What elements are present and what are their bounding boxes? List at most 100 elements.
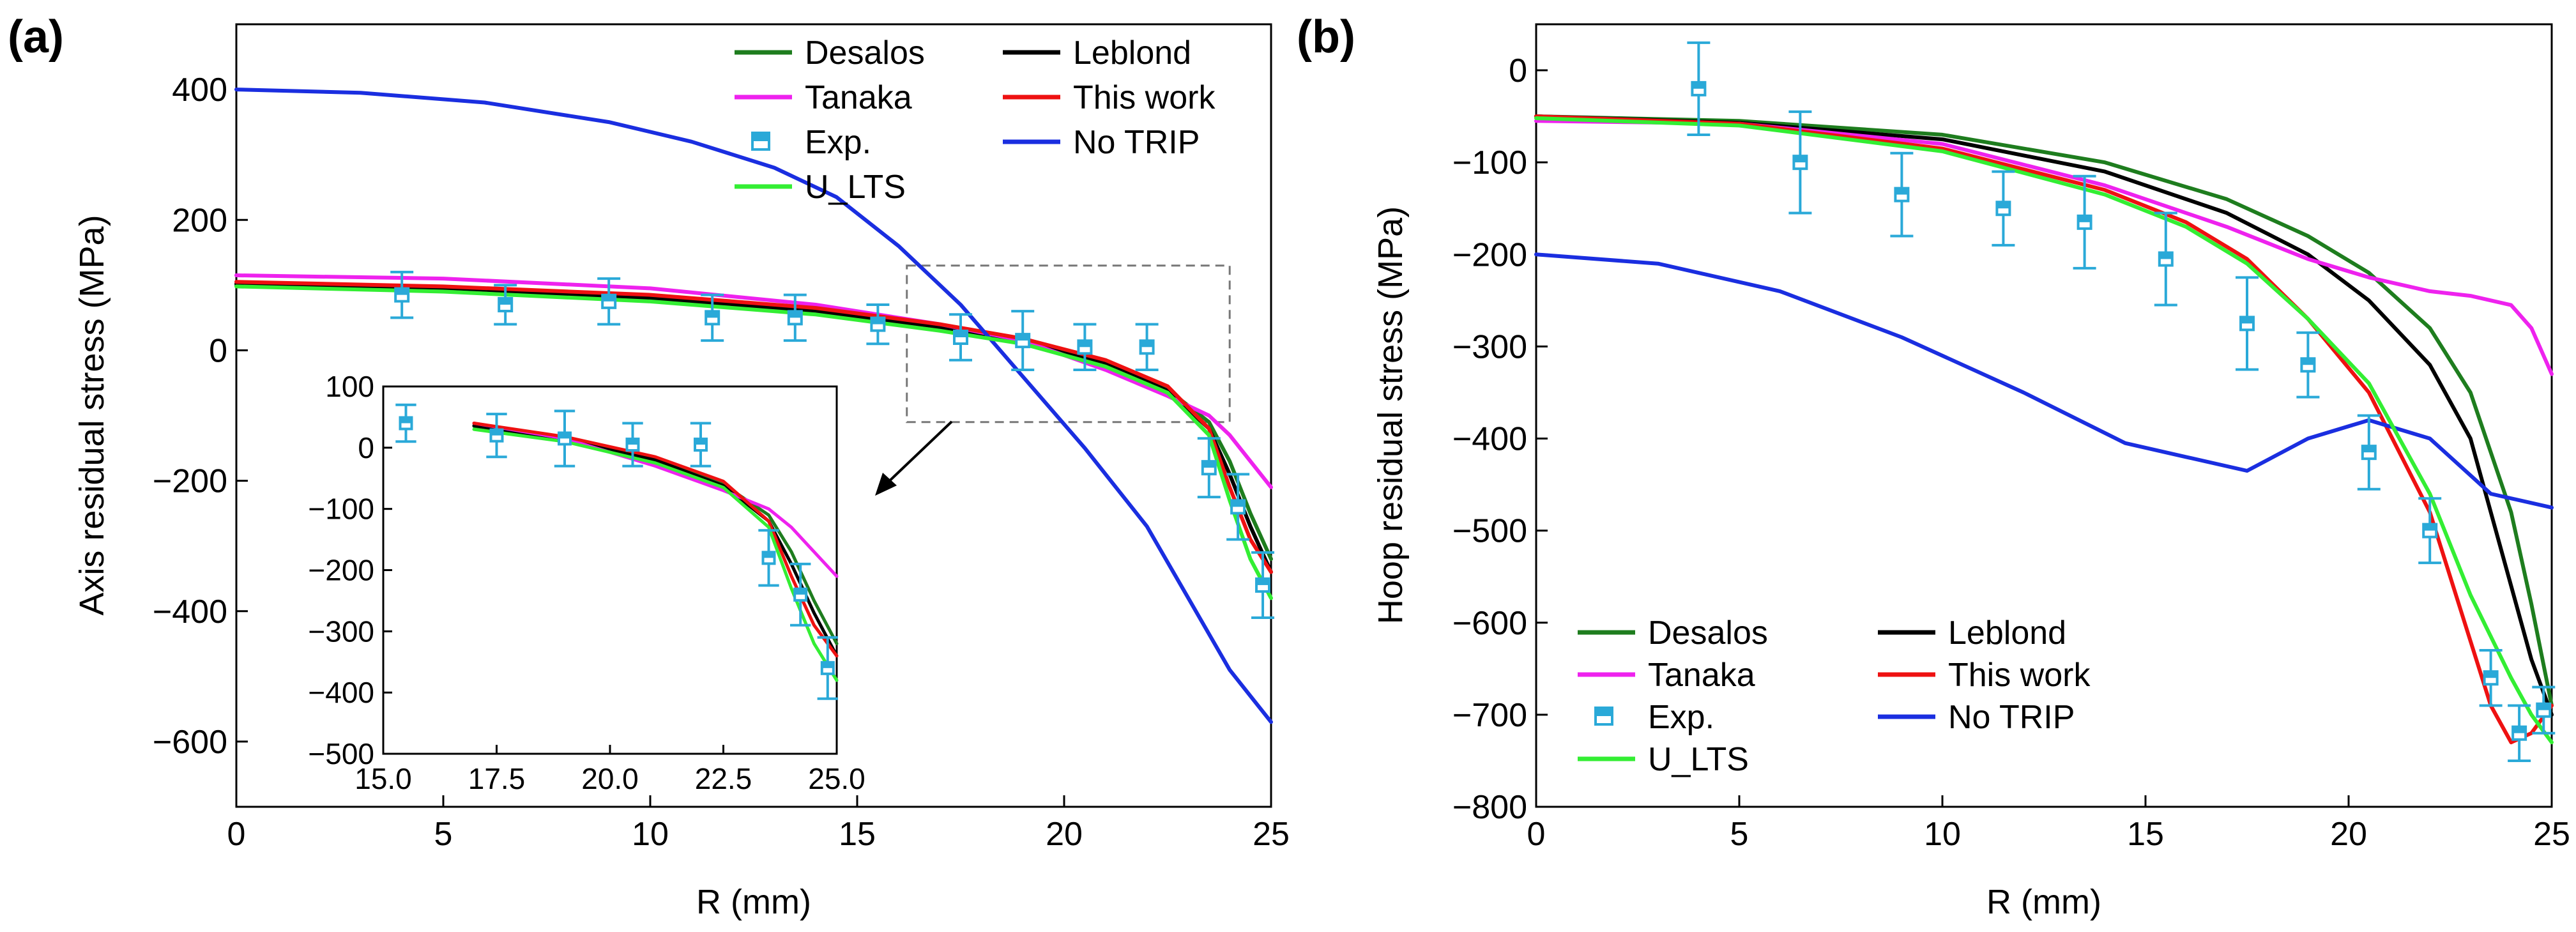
a-x-tick-label: 25 <box>1253 816 1290 853</box>
panel-a-ticks: 0 5 10 15 20 25 400 200 0 −200 −400 −600 <box>153 72 1290 853</box>
panel-b-hoop-stress-chart: (b) 0 5 10 15 20 25 0 −100 −200 −300 −400 −500 −600 −… <box>1297 11 2570 921</box>
a-legend-item-exp: Exp. <box>751 124 871 161</box>
a-exp-point <box>949 313 972 362</box>
inset-x-tick-label: 15.0 <box>354 762 412 795</box>
inset-exp-point <box>486 413 507 459</box>
a-exp-point <box>1251 551 1275 619</box>
b-legend-label: Leblond <box>1948 615 2066 652</box>
b-legend-label: U_LTS <box>1648 741 1749 778</box>
b-exp-point <box>1992 170 2015 247</box>
zoom-arrow-icon <box>875 420 953 496</box>
b-legend-label: This work <box>1948 657 2091 694</box>
a-exp-point <box>1197 437 1221 499</box>
b-series-this-work <box>1534 114 2554 745</box>
b-legend-label: Tanaka <box>1648 657 1755 694</box>
b-exp-point <box>2154 211 2177 307</box>
a-exp-point <box>1226 473 1250 541</box>
b-legend-item-exp: Exp. <box>1594 699 1714 736</box>
b-x-tick-label: 15 <box>2127 816 2164 853</box>
panel-a-zoom-box <box>906 264 1231 424</box>
inset-x-tick-label: 17.5 <box>468 762 526 795</box>
inset-series <box>472 422 839 682</box>
inset-ticks: 15.0 17.5 20.0 22.5 25.0 100 0 −100 −200 −300 −400… <box>308 370 865 795</box>
inset-x-tick-label: 25.0 <box>808 762 865 795</box>
a-y-tick-label: 200 <box>172 202 227 239</box>
a-legend-item-leblond: Leblond <box>1003 34 1191 72</box>
b-exp-point <box>2508 704 2531 762</box>
b-series-desalos <box>1534 114 2554 708</box>
b-y-tick-label: −400 <box>1452 421 1527 458</box>
panel-a-x-axis-title: R (mm) <box>696 883 811 921</box>
b-series-tanaka <box>1534 119 2554 376</box>
b-y-tick-label: −600 <box>1452 605 1527 642</box>
b-legend-label: No TRIP <box>1948 699 2075 736</box>
a-x-tick-label: 20 <box>1046 816 1083 853</box>
a-x-tick-label: 5 <box>434 816 453 853</box>
a-exp-point <box>701 293 724 342</box>
b-y-tick-label: −800 <box>1452 789 1527 826</box>
inset-exp-point <box>395 403 416 443</box>
a-legend-label: U_LTS <box>805 169 906 206</box>
a-y-tick-label: −600 <box>153 724 227 761</box>
b-x-tick-label: 10 <box>1924 816 1961 853</box>
a-legend-label: Desalos <box>805 34 925 72</box>
a-exp-point <box>1073 323 1097 372</box>
b-exp-point <box>2357 414 2381 491</box>
panel-b-legend: Desalos Tanaka Exp. U_LTS Leblond This work No… <box>1578 615 2091 778</box>
inset-y-tick-label: 100 <box>325 370 374 403</box>
inset-exp-point <box>790 562 811 627</box>
a-legend-label: Tanaka <box>805 79 912 116</box>
b-y-tick-label: −700 <box>1452 697 1527 734</box>
a-legend-item-desalos: Desalos <box>735 34 925 72</box>
b-y-tick-label: −100 <box>1452 144 1527 181</box>
a-legend-label: Exp. <box>805 124 871 161</box>
inset-y-tick-label: 0 <box>358 431 374 464</box>
a-legend-label: Leblond <box>1073 34 1191 72</box>
a-legend-item-this-work: This work <box>1003 79 1216 116</box>
b-exp-point <box>2073 174 2096 270</box>
b-exp-point <box>1890 151 1914 238</box>
a-legend-item-tanaka: Tanaka <box>735 79 912 116</box>
b-series-u-lts <box>1534 116 2554 745</box>
panel-a-legend: Desalos Tanaka Exp. U_LTS Leblond This work No… <box>735 34 1216 206</box>
inset-y-tick-label: −100 <box>308 493 374 526</box>
a-series-no-trip <box>234 88 1273 724</box>
b-series-leblond <box>1534 114 2554 717</box>
a-legend-item-no-trip: No TRIP <box>1003 124 1200 161</box>
b-exp-point <box>1788 110 1812 215</box>
inset-exp-point <box>622 422 643 468</box>
panel-a-axis-stress-chart: (a) 0 5 10 15 20 25 400 200 0 −200 −400 −600 R (mm)… <box>8 11 1290 921</box>
a-legend-label: No TRIP <box>1073 124 1200 161</box>
inset-y-tick-label: −200 <box>308 554 374 587</box>
inset-y-tick-label: −300 <box>308 615 374 648</box>
b-y-tick-label: −200 <box>1452 236 1527 273</box>
inset-exp-point <box>758 529 779 587</box>
b-exp-point <box>2532 685 2556 735</box>
panel-a-inset: 15.0 17.5 20.0 22.5 25.0 100 0 −100 −200 −300 −400… <box>308 370 865 795</box>
panel-b-ticks: 0 5 10 15 20 25 0 −100 −200 −300 −400 −500 −600 −700 −… <box>1452 52 2570 853</box>
b-y-tick-label: −300 <box>1452 328 1527 365</box>
a-exp-point <box>494 284 517 326</box>
panel-a-label: (a) <box>8 11 64 63</box>
inset-x-tick-label: 22.5 <box>695 762 752 795</box>
inset-experimental-points <box>395 403 838 700</box>
b-x-tick-label: 5 <box>1730 816 1749 853</box>
zoom-region-box <box>906 264 1231 424</box>
b-legend-item-tanaka: Tanaka <box>1578 657 1755 694</box>
a-y-tick-label: 400 <box>172 72 227 109</box>
a-series-this-work <box>234 280 1273 574</box>
b-y-tick-label: −500 <box>1452 513 1527 550</box>
b-exp-point <box>2418 497 2442 565</box>
b-exp-point <box>1687 41 1711 136</box>
b-y-tick-label: 0 <box>1509 52 1527 89</box>
inset-exp-point <box>690 422 712 468</box>
inset-x-tick-label: 20.0 <box>581 762 639 795</box>
inset-y-tick-label: −400 <box>308 676 374 709</box>
panel-a-y-axis-title: Axis residual stress (MPa) <box>73 215 111 615</box>
inset-exp-point <box>554 409 575 468</box>
a-exp-point <box>597 277 621 326</box>
panel-b-series <box>1534 114 2554 745</box>
b-legend-item-u-lts: U_LTS <box>1578 741 1749 778</box>
b-x-tick-label: 0 <box>1527 816 1546 853</box>
